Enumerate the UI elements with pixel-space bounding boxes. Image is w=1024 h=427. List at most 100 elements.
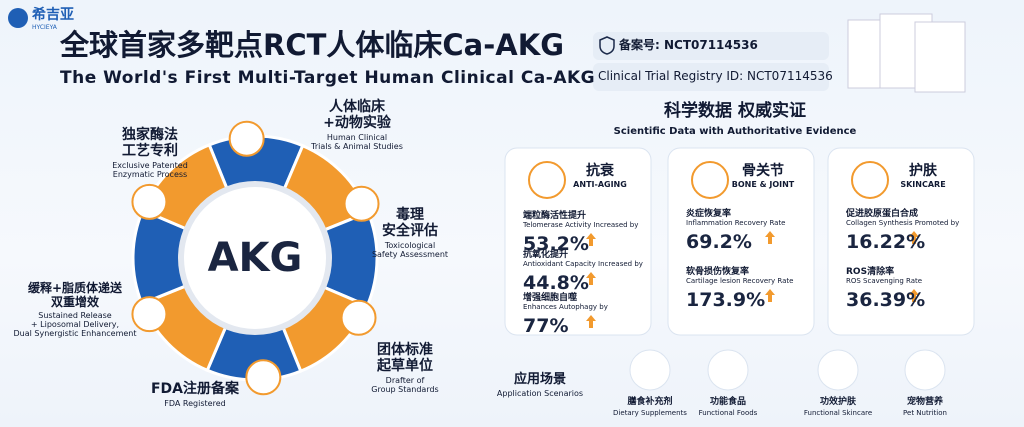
- ring-label-en: Dual Synergistic Enhancement: [13, 329, 137, 338]
- title-en: The World's First Multi-Target Human Cli…: [60, 68, 596, 88]
- card: [827, 147, 975, 336]
- metric-value: 69.2%: [686, 231, 752, 253]
- ring-label-cn: 独家酶法: [122, 127, 178, 143]
- card: [504, 147, 652, 336]
- metric-label-cn: 促进胶原蛋白合成: [846, 209, 919, 219]
- ring-label-en: Trials & Animal Studies: [311, 142, 403, 151]
- ring-label-en: Toxicological: [384, 241, 436, 250]
- arrow-icon: [765, 231, 775, 244]
- evidence-title-en: Scientific Data with Authoritative Evide…: [613, 126, 857, 137]
- card-icon: [528, 161, 566, 199]
- metric-label-cn: 端粒酶活性提升: [523, 211, 587, 221]
- center-text: AKG: [207, 235, 303, 281]
- metric-value: 53.2%: [523, 233, 589, 255]
- metric-value: 16.22%: [846, 231, 926, 253]
- ring-label-en: Exclusive Patented: [112, 161, 188, 170]
- registry-box: [593, 32, 829, 60]
- application-icon: [707, 349, 749, 391]
- card: [667, 147, 815, 336]
- document-image: [914, 21, 966, 93]
- ring-label-en: + Liposomal Delivery,: [30, 320, 120, 329]
- metric-label-en: Enhances Autophagy by: [523, 303, 608, 311]
- ring-label-en: Group Standards: [371, 385, 439, 394]
- metric-label-en: Telomerase Activity Increased by: [523, 221, 639, 229]
- card-title-cn: 护肤: [909, 163, 937, 179]
- ring-label-en: Sustained Release: [38, 311, 112, 320]
- ring-label-cn: 工艺专利: [122, 143, 178, 159]
- ring-label-cn: 起草单位: [377, 358, 433, 374]
- applications-title-en: Application Scenarios: [496, 389, 584, 398]
- arrow-icon: [586, 315, 596, 328]
- application-icon: [817, 349, 859, 391]
- logo-text: 希吉亚: [32, 7, 74, 23]
- application-en: Dietary Supplements: [613, 409, 687, 417]
- metric-label-en: Collagen Synthesis Promoted by: [846, 219, 960, 227]
- metric-label-cn: ROS清除率: [846, 267, 895, 277]
- ring-label-cn: 团体标准: [377, 342, 433, 358]
- arrow-icon: [586, 233, 596, 246]
- application-en: Functional Foods: [698, 409, 758, 417]
- metric-label-cn: 软骨损伤恢复率: [686, 267, 750, 277]
- card-title-cn: 骨关节: [742, 163, 784, 179]
- application-cn: 宠物营养: [906, 397, 944, 407]
- metric-value: 36.39%: [846, 289, 926, 311]
- ring-label-cn: 安全评估: [382, 223, 438, 239]
- title-cn: 全球首家多靶点RCT人体临床Ca-AKG: [60, 28, 565, 62]
- application-cn: 膳食补充剂: [627, 397, 673, 407]
- metric-label-en: ROS Scavenging Rate: [846, 277, 923, 285]
- application-cn: 功能食品: [709, 397, 747, 407]
- logo-subtext: HYCIEYA: [32, 24, 57, 31]
- application-icon: [904, 349, 946, 391]
- icon-circle: [228, 120, 265, 157]
- card-title-cn: 抗衰: [586, 163, 614, 179]
- ring-label-cn: 双重增效: [50, 295, 100, 309]
- card-icon: [691, 161, 729, 199]
- arrow-icon: [909, 231, 919, 244]
- ring-label-cn: 人体临床: [329, 99, 385, 115]
- registry-en: Clinical Trial Registry ID: NCT07114536: [598, 69, 833, 83]
- application-en: Pet Nutrition: [903, 409, 947, 417]
- ring-label-en: FDA Registered: [164, 399, 226, 408]
- metric-value: 44.8%: [523, 272, 589, 294]
- application-cn: 功效护肤: [819, 397, 857, 407]
- application-en: Functional Skincare: [803, 409, 873, 417]
- application-icon: [629, 349, 671, 391]
- ring-center: [178, 181, 332, 335]
- logo-icon: [8, 8, 28, 28]
- metric-value: 77%: [523, 315, 569, 337]
- metric-label-cn: 增强细胞自噬: [523, 293, 578, 303]
- icon-circle: [131, 296, 168, 333]
- applications-title-cn: 应用场景: [513, 372, 567, 387]
- card-title-en: ANTI-AGING: [573, 180, 627, 189]
- metric-value: 173.9%: [686, 289, 766, 311]
- icon-circle: [343, 185, 380, 222]
- metric-label-en: Antioxidant Capacity Increased by: [523, 260, 643, 268]
- arrow-icon: [909, 289, 919, 302]
- metric-label-cn: 抗氧化提升: [523, 250, 569, 260]
- card-title-en: SKINCARE: [900, 180, 946, 189]
- shield-icon: [599, 36, 615, 55]
- metric-label-cn: 炎症恢复率: [686, 209, 732, 219]
- icon-circle: [340, 299, 377, 336]
- ring-label-en: Enzymatic Process: [112, 170, 188, 179]
- ring-label-en: Safety Assessment: [371, 250, 449, 259]
- card-title-en: BONE & JOINT: [731, 180, 795, 189]
- evidence-title-cn: 科学数据 权威实证: [664, 101, 806, 121]
- ring-label-cn: FDA注册备案: [150, 381, 240, 397]
- icon-circle: [245, 359, 282, 396]
- ring-label-cn: 毒理: [396, 207, 424, 223]
- ring-label-en: Human Clinical: [326, 133, 388, 142]
- ring-label-cn: 缓释+脂质体递送: [27, 281, 123, 295]
- icon-circle: [131, 183, 168, 220]
- card-icon: [851, 161, 889, 199]
- registry-cn: 备案号: NCT07114536: [619, 38, 758, 52]
- arrow-icon: [586, 272, 596, 285]
- registry-box: [593, 63, 829, 91]
- metric-label-en: Inflammation Recovery Rate: [686, 219, 786, 227]
- ring-label-cn: +动物实验: [323, 115, 391, 131]
- metric-label-en: Cartilage lesion Recovery Rate: [686, 277, 794, 285]
- ring-label-en: Drafter of: [385, 376, 425, 385]
- arrow-icon: [765, 289, 775, 302]
